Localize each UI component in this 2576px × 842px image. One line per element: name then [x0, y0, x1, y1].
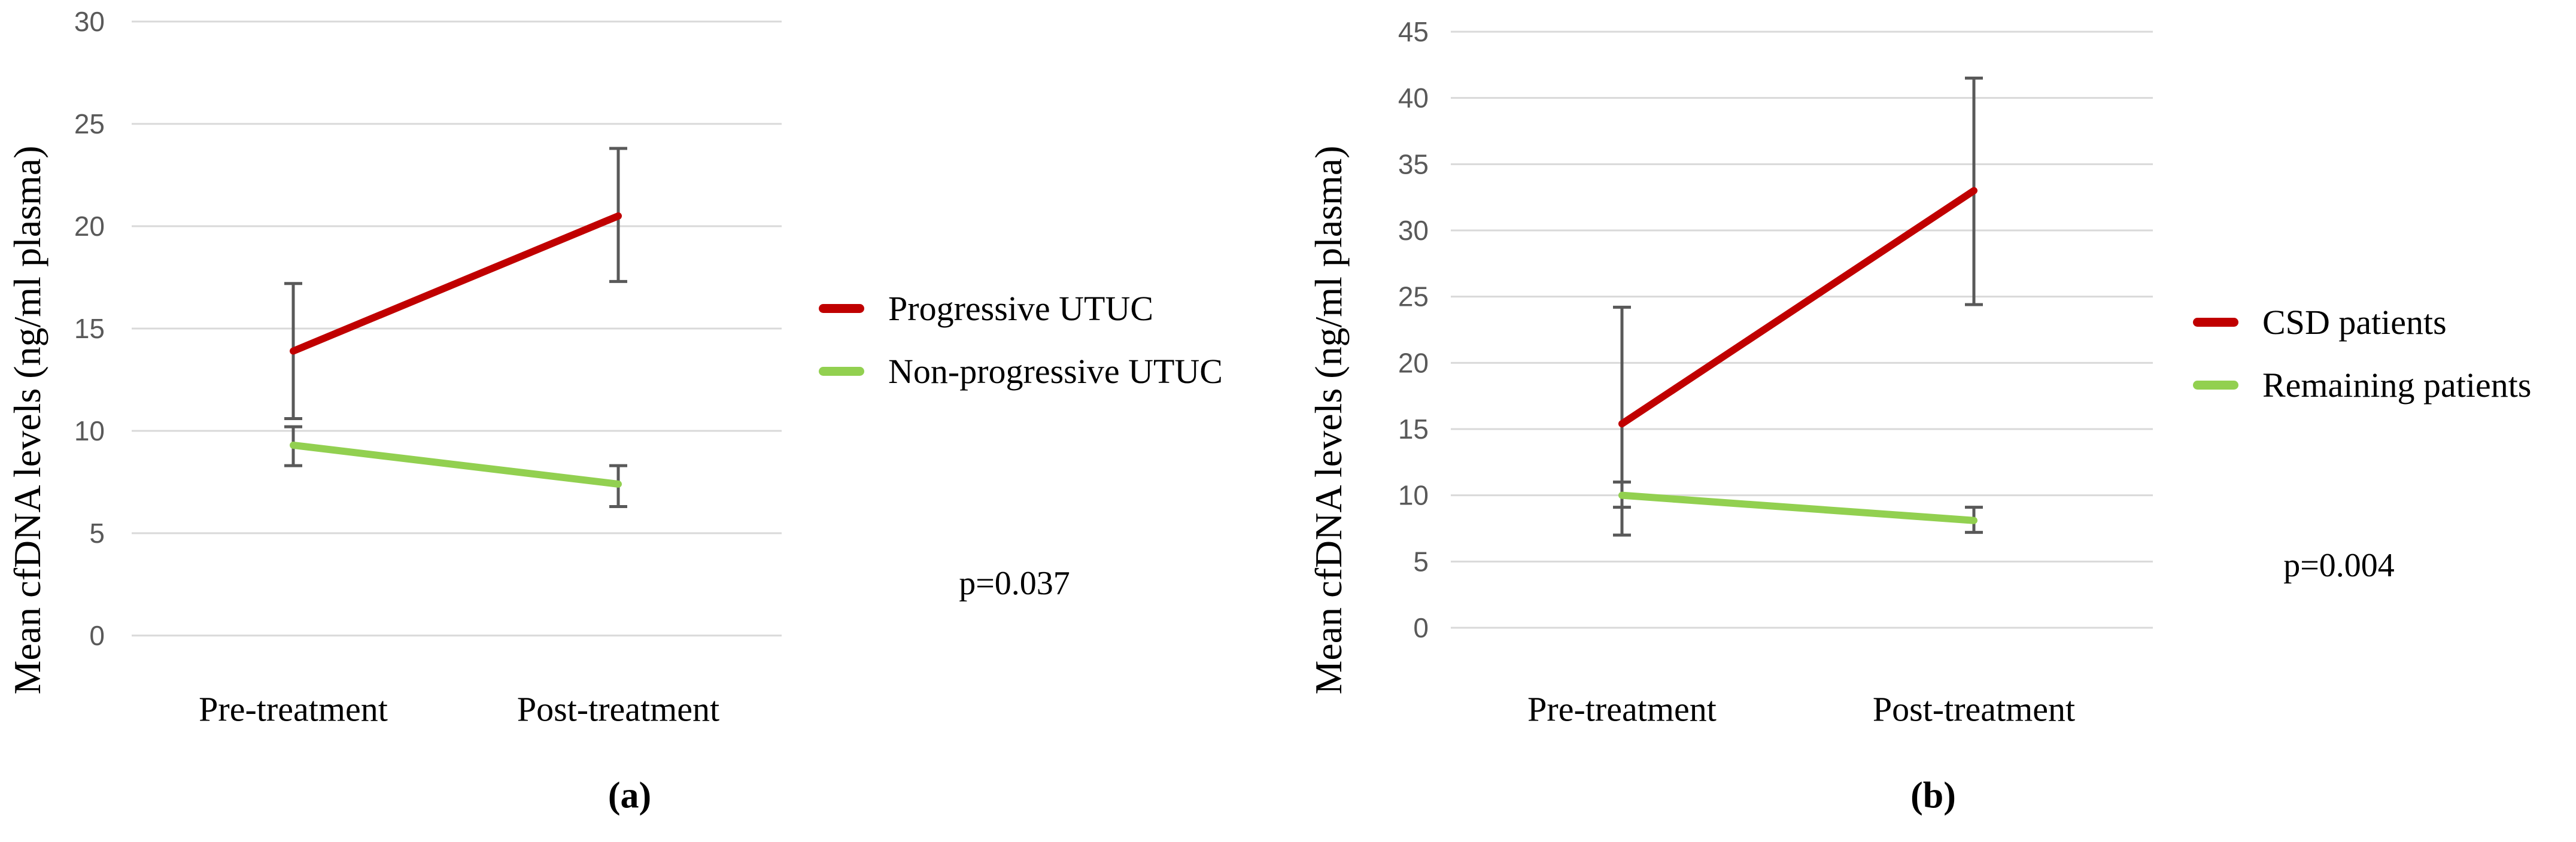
line-chart-b: 0 5 10 15 20 25 30 35 40 45: [1398, 16, 2153, 643]
svg-text:0: 0: [1413, 612, 1429, 643]
svg-text:10: 10: [74, 415, 105, 446]
series-label: Remaining patients: [2262, 366, 2532, 405]
svg-text:10: 10: [1398, 480, 1429, 511]
x-category-label-post: Post-treatment: [1872, 689, 2076, 729]
svg-text:5: 5: [1413, 546, 1429, 577]
svg-text:15: 15: [1398, 414, 1429, 445]
svg-text:25: 25: [74, 108, 105, 139]
x-category-label-pre: Pre-treatment: [199, 689, 388, 729]
svg-text:0: 0: [89, 620, 105, 651]
series-swatch-red: [2193, 318, 2238, 327]
svg-text:45: 45: [1398, 16, 1429, 47]
series-swatch-red: [819, 304, 864, 313]
p-value-annotation: p=0.037: [959, 565, 1070, 602]
line-chart-a: 0 5 10 15 20 25 30: [74, 6, 782, 651]
svg-text:20: 20: [74, 211, 105, 242]
svg-text:35: 35: [1398, 148, 1429, 180]
legend-item: CSD patients: [2193, 302, 2531, 342]
series-swatch-green: [819, 367, 864, 376]
y-axis-title: Mean cfDNA levels (ng/ml plasma): [6, 145, 48, 695]
y-axis-title: Mean cfDNA levels (ng/ml plasma): [1307, 145, 1350, 695]
series-label: Non-progressive UTUC: [888, 352, 1223, 391]
p-value-annotation: p=0.004: [2283, 547, 2395, 584]
x-category-label-pre: Pre-treatment: [1527, 689, 1717, 729]
legend: CSD patients Remaining patients: [2193, 302, 2531, 405]
series-label: CSD patients: [2262, 303, 2447, 342]
svg-text:30: 30: [1398, 215, 1429, 246]
svg-text:30: 30: [74, 6, 105, 37]
panel-label: (a): [607, 775, 652, 816]
svg-text:20: 20: [1398, 347, 1429, 378]
svg-text:5: 5: [89, 518, 105, 549]
legend-item: Remaining patients: [2193, 365, 2531, 405]
x-category-label-post: Post-treatment: [517, 689, 720, 729]
legend-item: Progressive UTUC: [819, 288, 1223, 329]
panel-a: 0 5 10 15 20 25 30 Mean cfDNA levels (ng/ml pl…: [6, 6, 1223, 816]
svg-text:15: 15: [74, 313, 105, 344]
svg-text:25: 25: [1398, 281, 1429, 312]
panel-label: (b): [1910, 775, 1956, 816]
legend-item: Non-progressive UTUC: [819, 351, 1223, 391]
series-swatch-green: [2193, 381, 2238, 390]
legend: Progressive UTUC Non-progressive UTUC: [819, 288, 1223, 391]
panel-b: 0 5 10 15 20 25 30 35 40 45 Mean cfDNA levels (ng…: [1288, 0, 2576, 842]
series-label: Progressive UTUC: [888, 289, 1154, 328]
svg-text:40: 40: [1398, 83, 1429, 114]
